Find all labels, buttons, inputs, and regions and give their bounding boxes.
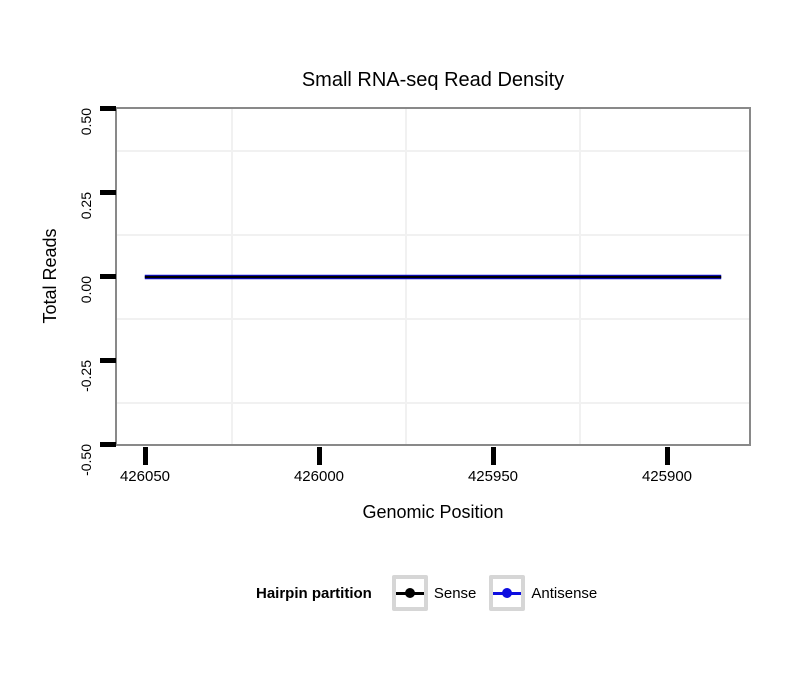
- legend-title: Hairpin partition: [256, 584, 372, 602]
- y-tick-label: 0.25: [78, 192, 94, 220]
- legend-label-antisense: Antisense: [531, 584, 598, 602]
- x-axis-tick: [491, 447, 496, 465]
- y-axis-tick: [100, 190, 116, 195]
- gridline-horizontal: [117, 150, 749, 152]
- gridline-horizontal: [117, 234, 749, 236]
- legend-key-antisense: [489, 575, 526, 611]
- y-axis-tick: [100, 106, 116, 111]
- legend-key-sense: [391, 575, 428, 611]
- legend: Hairpin partition Sense Antisense: [256, 573, 610, 613]
- y-axis-title: Total Reads: [40, 228, 60, 324]
- plot-panel: [115, 107, 751, 446]
- x-axis-tick: [317, 447, 322, 465]
- x-axis-tick: [143, 447, 148, 465]
- y-tick-label: -0.25: [78, 360, 94, 392]
- gridline-horizontal: [117, 402, 749, 404]
- y-tick-label: 0.00: [78, 276, 94, 304]
- y-axis-tick: [100, 358, 116, 363]
- x-tick-label: 425900: [641, 468, 693, 485]
- y-tick-label: 0.50: [78, 108, 94, 136]
- x-tick-label: 426050: [119, 468, 171, 485]
- sense-dot-icon: [404, 588, 415, 598]
- y-axis-tick: [100, 274, 116, 279]
- x-axis-tick: [665, 447, 670, 465]
- x-axis-title: Genomic Position: [362, 502, 504, 522]
- antisense-dot-icon: [502, 588, 513, 598]
- x-tick-label: 425950: [467, 468, 519, 485]
- data-series-lines: [144, 274, 722, 280]
- chart-title: Small RNA-seq Read Density: [301, 69, 565, 91]
- gridline-horizontal: [117, 318, 749, 320]
- y-axis-tick: [100, 442, 116, 447]
- y-tick-label: -0.50: [78, 444, 94, 476]
- legend-label-sense: Sense: [433, 584, 477, 602]
- x-tick-label: 426000: [293, 468, 345, 485]
